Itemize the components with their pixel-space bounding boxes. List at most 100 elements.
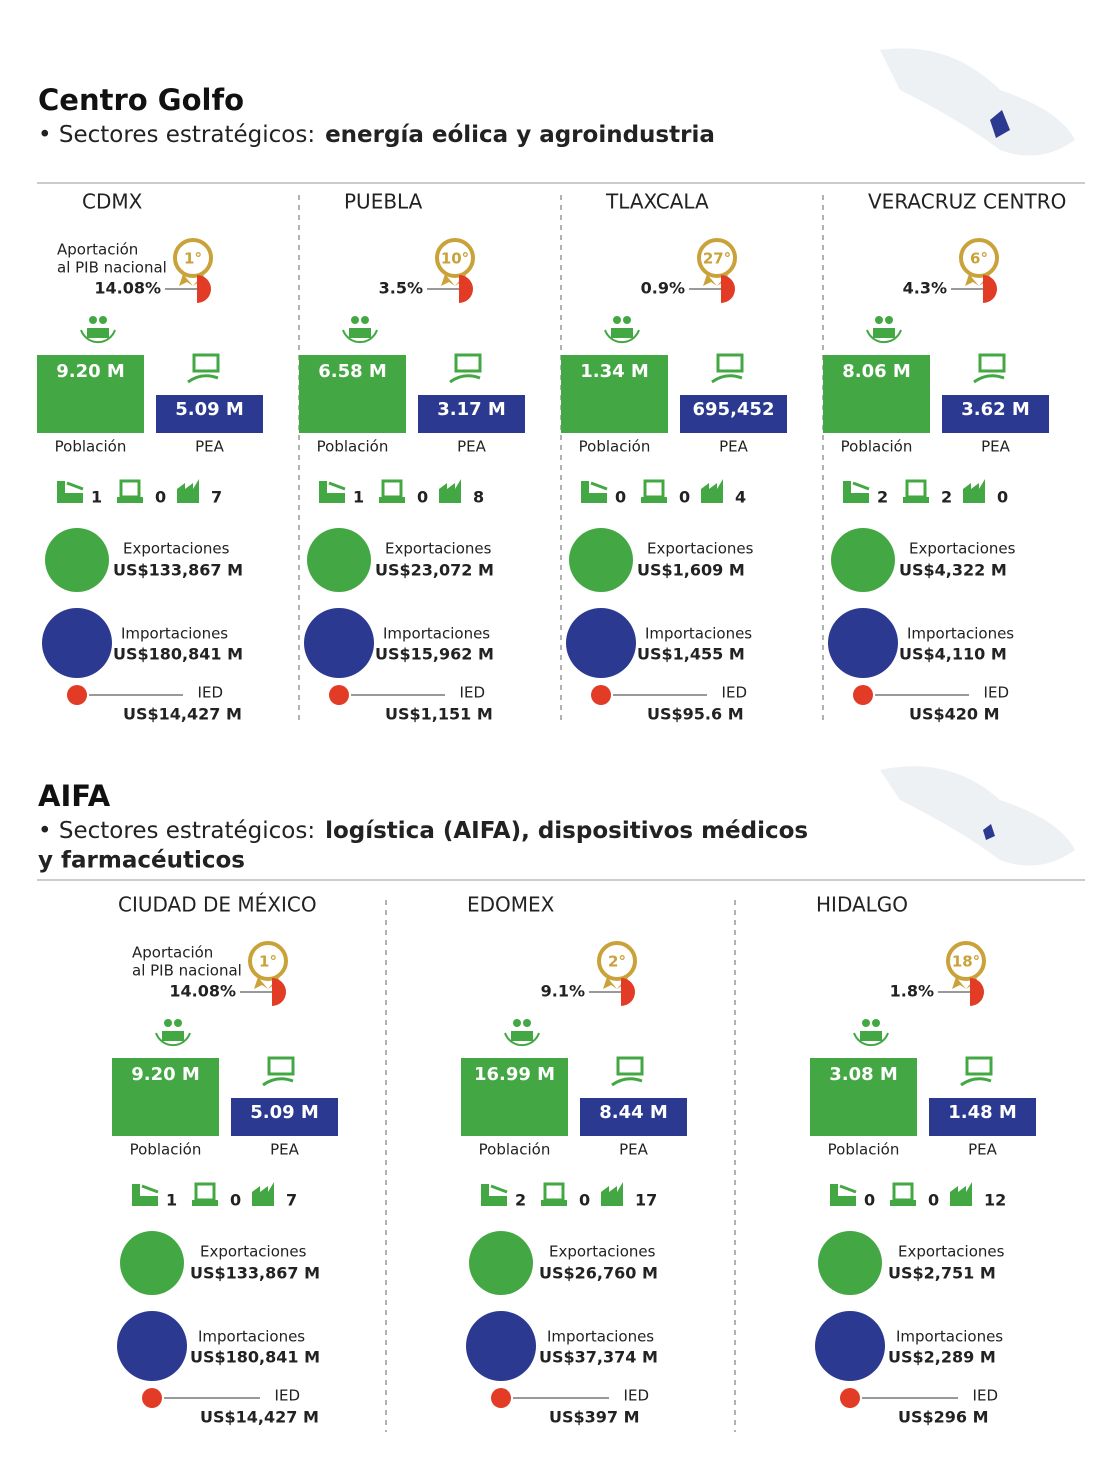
poblacion-label: Población	[579, 438, 651, 456]
icon	[641, 497, 667, 503]
pea-value: 3.17 M	[437, 399, 506, 420]
imports-circle	[304, 608, 374, 678]
icon-count: 0	[615, 488, 626, 507]
section-title: Centro Golfo	[38, 83, 244, 117]
icon	[950, 1182, 972, 1206]
people-icon	[523, 1019, 531, 1027]
medal	[597, 941, 637, 981]
icon	[963, 479, 985, 503]
icon-count: 2	[877, 488, 888, 507]
exports-value: US$4,322 M	[899, 561, 1007, 580]
people-icon	[349, 328, 371, 338]
pib-shape	[621, 978, 635, 1006]
icon	[319, 481, 327, 503]
rank: 1°	[259, 953, 277, 971]
ied-value: US$397 M	[549, 1408, 640, 1427]
map-highlight	[990, 110, 1010, 138]
icon	[481, 1184, 489, 1206]
exports-value: US$2,751 M	[888, 1264, 996, 1283]
people-icon	[351, 316, 359, 324]
poblacion-value: 16.99 M	[474, 1064, 555, 1085]
ied-label: IED	[984, 684, 1009, 702]
pea-label: PEA	[719, 438, 749, 456]
icon	[140, 1196, 158, 1206]
icon	[890, 1200, 916, 1206]
pib-shape	[272, 978, 286, 1006]
exports-label: Exportaciones	[909, 540, 1016, 558]
icon-count: 0	[417, 488, 428, 507]
pib-value: 1.8%	[890, 982, 934, 1001]
people-icon	[87, 328, 109, 338]
poblacion-label: Población	[841, 438, 913, 456]
people-icon	[885, 316, 893, 324]
icon-count: 17	[635, 1191, 657, 1210]
exports-circle	[818, 1231, 882, 1295]
ied-value: US$420 M	[909, 705, 1000, 724]
icon	[57, 481, 65, 503]
exports-circle	[469, 1231, 533, 1295]
pea-value: 5.09 M	[250, 1102, 319, 1123]
imports-circle	[466, 1311, 536, 1381]
icon	[541, 1200, 567, 1206]
people-icon	[862, 1019, 870, 1027]
icon	[852, 481, 870, 491]
exports-label: Exportaciones	[898, 1243, 1005, 1261]
icon-count: 8	[473, 488, 484, 507]
pea-icon	[965, 1056, 993, 1076]
exports-label: Exportaciones	[200, 1243, 307, 1261]
medal	[173, 238, 213, 278]
state-name: VERACRUZ CENTRO	[868, 190, 1066, 214]
imports-label: Importaciones	[198, 1328, 305, 1346]
icon-count: 12	[984, 1191, 1006, 1210]
rank: 10°	[441, 250, 469, 268]
pea-label: PEA	[968, 1141, 998, 1159]
pea-icon	[267, 1056, 295, 1076]
ied-circle	[67, 685, 87, 705]
pea-bar	[580, 1098, 687, 1136]
icon	[543, 1182, 565, 1202]
pib-value: 0.9%	[641, 279, 685, 298]
people-icon	[866, 329, 902, 344]
pib-value: 9.1%	[541, 982, 585, 1001]
ied-label: IED	[460, 684, 485, 702]
subtitle-sectors: energía eólica y agroindustria	[325, 122, 715, 148]
icon	[327, 493, 345, 503]
icon	[601, 1182, 623, 1206]
pea-label: PEA	[457, 438, 487, 456]
rank: 27°	[703, 250, 731, 268]
icon	[489, 1196, 507, 1206]
icon	[119, 479, 141, 499]
map	[880, 48, 1075, 866]
pea-icon	[960, 1077, 992, 1087]
ied-label: IED	[722, 684, 747, 702]
poblacion-value: 6.58 M	[318, 361, 387, 382]
exports-label: Exportaciones	[647, 540, 754, 558]
section-subtitle: y farmacéuticos	[38, 848, 245, 874]
people-icon	[80, 329, 116, 344]
icon-count: 0	[230, 1191, 241, 1210]
pea-icon	[616, 1056, 644, 1076]
people-icon	[853, 1032, 889, 1047]
people-icon	[99, 316, 107, 324]
poblacion-value: 1.34 M	[580, 361, 649, 382]
pib-label: al PIB nacional	[57, 259, 167, 277]
people-icon	[611, 328, 633, 338]
icon-count: 1	[166, 1191, 177, 1210]
exports-circle	[831, 528, 895, 592]
rank: 2°	[608, 953, 626, 971]
imports-value: US$15,962 M	[375, 645, 494, 664]
pea-bar	[942, 395, 1049, 433]
people-icon	[162, 1031, 184, 1041]
exports-label: Exportaciones	[549, 1243, 656, 1261]
state-name: HIDALGO	[816, 893, 908, 917]
icon-count: 7	[286, 1191, 297, 1210]
pea-icon	[262, 1077, 294, 1087]
exports-circle	[307, 528, 371, 592]
icon	[141, 1184, 159, 1194]
pea-icon	[973, 374, 1005, 384]
pib-value: 4.3%	[903, 279, 947, 298]
imports-value: US$1,455 M	[637, 645, 745, 664]
pea-value: 8.44 M	[599, 1102, 668, 1123]
exports-label: Exportaciones	[385, 540, 492, 558]
